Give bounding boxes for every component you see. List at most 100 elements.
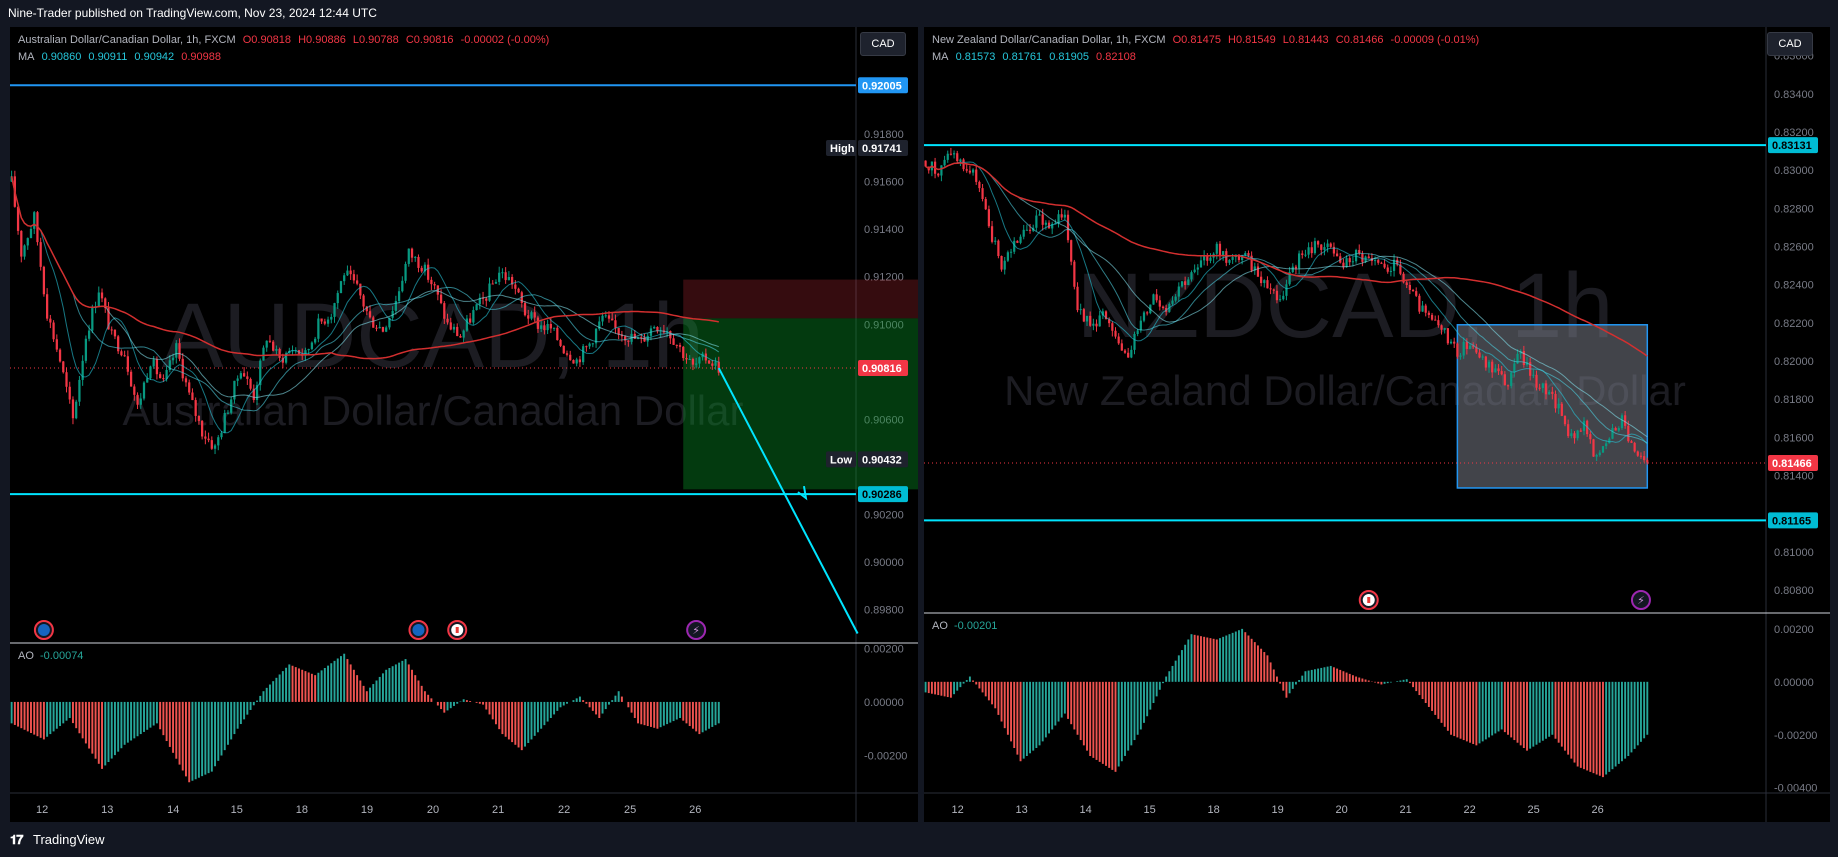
nzdcad-high: H0.81549: [1228, 34, 1276, 46]
nzdcad-candle-body: [1199, 260, 1203, 268]
nzdcad-ma-3: 0.81905: [1049, 51, 1089, 63]
nzdcad-ao-tick-1: 0.00000: [1774, 677, 1814, 689]
audcad-candle-body: [614, 320, 617, 328]
audcad-candle-body: [575, 359, 578, 364]
nzdcad-candle-body: [1544, 383, 1548, 395]
nzdcad-candle-body: [1421, 305, 1424, 312]
audcad-candle-body: [249, 378, 252, 389]
audcad-price-tag-label-bg-1: [826, 140, 856, 157]
nzdcad-candle-body: [1263, 280, 1266, 284]
nzdcad-candle-body: [1003, 260, 1006, 270]
nzdcad-candle-body: [1636, 451, 1639, 456]
nzdcad-currency-button[interactable]: CAD: [1767, 32, 1813, 56]
audcad-currency-button[interactable]: CAD: [860, 32, 906, 56]
audcad-candle-body: [355, 280, 359, 284]
audcad-candle-body: [268, 340, 272, 342]
nzdcad-candle-body: [1231, 257, 1234, 260]
audcad-ca-leaf-2: [455, 627, 459, 633]
audcad-candle-body: [407, 248, 410, 264]
nzdcad-x-tick-8: 22: [1463, 804, 1475, 816]
nzdcad-candle-body: [1424, 305, 1427, 313]
audcad-candle-body: [714, 361, 717, 366]
audcad-candle-body: [452, 326, 456, 330]
nzdcad-candle-body: [1022, 229, 1025, 237]
audcad-x-tick-4: 18: [296, 804, 308, 816]
nzdcad-candle-body: [1506, 385, 1510, 387]
audcad-candle-body: [333, 303, 336, 317]
nzdcad-candle-body: [981, 188, 984, 200]
nzdcad-candle-body: [1101, 311, 1104, 316]
nzdcad-candle-body: [1589, 434, 1592, 440]
nzdcad-candle-body: [997, 240, 1000, 256]
nzdcad-candle-body: [1427, 312, 1430, 315]
audcad-candle-body: [162, 378, 165, 380]
nzdcad-low: L0.81443: [1282, 34, 1329, 46]
nzdcad-candle-body: [1272, 289, 1275, 291]
nzdcad-candle-body: [1073, 261, 1076, 287]
audcad-ma-1: 0.90860: [41, 51, 82, 63]
audcad-candle-body: [585, 346, 588, 348]
audcad-y-tick-3: 0.91400: [864, 224, 904, 236]
nzdcad-candle-body: [1006, 252, 1009, 261]
audcad-candle-body: [572, 360, 575, 364]
audcad-candle-body: [120, 351, 123, 356]
audcad-candle-body: [362, 295, 365, 307]
nzdcad-candle-body: [1203, 255, 1206, 261]
nzdcad-candle-body: [1247, 253, 1250, 256]
nzdcad-candle-body: [1491, 361, 1494, 373]
audcad-candle-body: [107, 308, 110, 330]
nzdcad-candle-body: [1472, 345, 1475, 347]
audcad-ma-2: 0.90911: [88, 51, 128, 63]
chart-panel-nzdcad[interactable]: NZDCAD, 1h New Zealand Dollar/Canadian Do…: [924, 27, 1830, 822]
nzdcad-candle-body: [1250, 255, 1253, 271]
nzdcad-candle-body: [1624, 415, 1627, 426]
audcad-watermark-symbol: AUDCAD, 1h: [162, 285, 704, 387]
nzdcad-candle-body: [990, 226, 994, 242]
nzdcad-candle-body: [1063, 214, 1066, 218]
audcad-candle-body: [478, 297, 481, 305]
nzdcad-candle-body: [1142, 312, 1146, 321]
nzdcad-candle-body: [946, 153, 949, 160]
nzdcad-candle-body: [1383, 263, 1386, 268]
nzdcad-candle-body: [1598, 452, 1601, 456]
nzdcad-candle-body: [959, 159, 962, 161]
nzdcad-x-tick-0: 12: [952, 804, 964, 816]
audcad-forecast-line: [717, 367, 859, 634]
audcad-candle-body: [155, 359, 159, 375]
audcad-candle-body: [223, 412, 226, 433]
nzdcad-candle-body: [1399, 264, 1402, 274]
audcad-y-tick-2: 0.91600: [864, 177, 904, 189]
nzdcad-candle-body: [984, 199, 987, 210]
nzdcad-candle-body: [1478, 352, 1481, 358]
nzdcad-candle-body: [987, 209, 990, 227]
nzdcad-candle-body: [1009, 251, 1013, 253]
nzdcad-y-tick-6: 0.82400: [1774, 280, 1814, 292]
nzdcad-candle-body: [1066, 214, 1070, 241]
nzdcad-candle-body: [1475, 346, 1478, 353]
audcad-candle-body: [242, 373, 246, 377]
audcad-ao-tick-1: 0.00000: [864, 697, 904, 709]
nzdcad-candle-body: [1437, 320, 1440, 326]
nzdcad-candle-body: [978, 181, 981, 189]
audcad-candle-body: [420, 267, 423, 272]
audcad-ao-tick-2: -0.00200: [864, 751, 907, 763]
audcad-candle-body: [200, 420, 204, 437]
audcad-candle-body: [430, 279, 433, 285]
nzdcad-candle-body: [975, 169, 978, 182]
audcad-candle-body: [494, 281, 498, 284]
chart-panel-audcad[interactable]: AUDCAD, 1h Australian Dollar/Canadian Dol…: [10, 27, 918, 822]
nzdcad-candle-body: [1570, 433, 1573, 437]
audcad-candle-body: [194, 400, 197, 416]
nzdcad-candle-body: [1481, 356, 1484, 358]
nzdcad-ao-value: -0.00201: [954, 620, 997, 632]
audcad-x-tick-8: 22: [558, 804, 570, 816]
audcad-candle-body: [656, 326, 659, 332]
nzdcad-price-tag-bg-2: [1768, 512, 1818, 529]
nzdcad-candle-body: [1180, 281, 1184, 287]
audcad-candle-body: [359, 283, 362, 296]
nzdcad-y-tick-11: 0.81400: [1774, 471, 1814, 483]
nzdcad-candle-body: [1430, 314, 1434, 320]
nzdcad-candle-body: [1146, 312, 1149, 314]
